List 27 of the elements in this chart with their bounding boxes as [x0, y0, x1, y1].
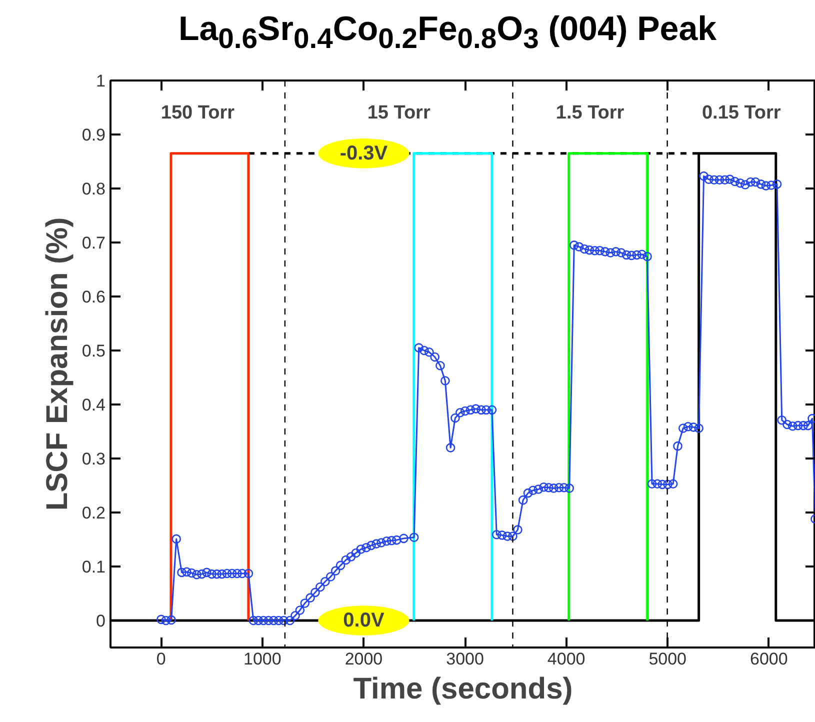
x-axis-title: Time (seconds): [353, 672, 573, 706]
annotation: 0.15 Torr: [702, 102, 782, 124]
y-tick-label: 0.6: [82, 288, 106, 306]
x-tick-label: 3000: [446, 650, 484, 668]
annotation: 15 Torr: [367, 102, 431, 124]
y-tick-label: 0.7: [82, 234, 106, 252]
y-tick-label: 0.4: [82, 396, 106, 414]
x-tick-label: 2000: [344, 650, 383, 668]
annotation: 1.5 Torr: [556, 102, 625, 124]
y-tick-label: 0.2: [82, 504, 106, 522]
y-tick-label: 0.3: [82, 450, 106, 468]
y-tick-label: 0.9: [82, 126, 106, 144]
y-tick-label: 0.1: [82, 558, 106, 576]
annotation: 150 Torr: [160, 102, 236, 124]
x-tick-label: 0: [156, 650, 166, 668]
annotation: -0.3V: [340, 142, 388, 164]
x-tick-label: 6000: [750, 650, 788, 668]
y-tick-label: 0.8: [82, 180, 106, 198]
y-tick-label: 0: [96, 612, 106, 630]
y-tick-label: 0.5: [82, 342, 106, 360]
x-tick-label: 5000: [648, 650, 687, 668]
y-tick-label: 1: [96, 72, 106, 90]
annotation: 0.0V: [343, 610, 385, 632]
x-tick-label: 4000: [547, 650, 586, 668]
y-axis-title: LSCF Expansion (%): [40, 217, 74, 511]
x-tick-label: 1000: [244, 650, 282, 668]
chart-title: La$_{0.6}$Sr$_{0.4}$Co$_{0.2}$Fe$_{0.8}$O$_{3}$ (004) Peak: [178, 10, 717, 55]
